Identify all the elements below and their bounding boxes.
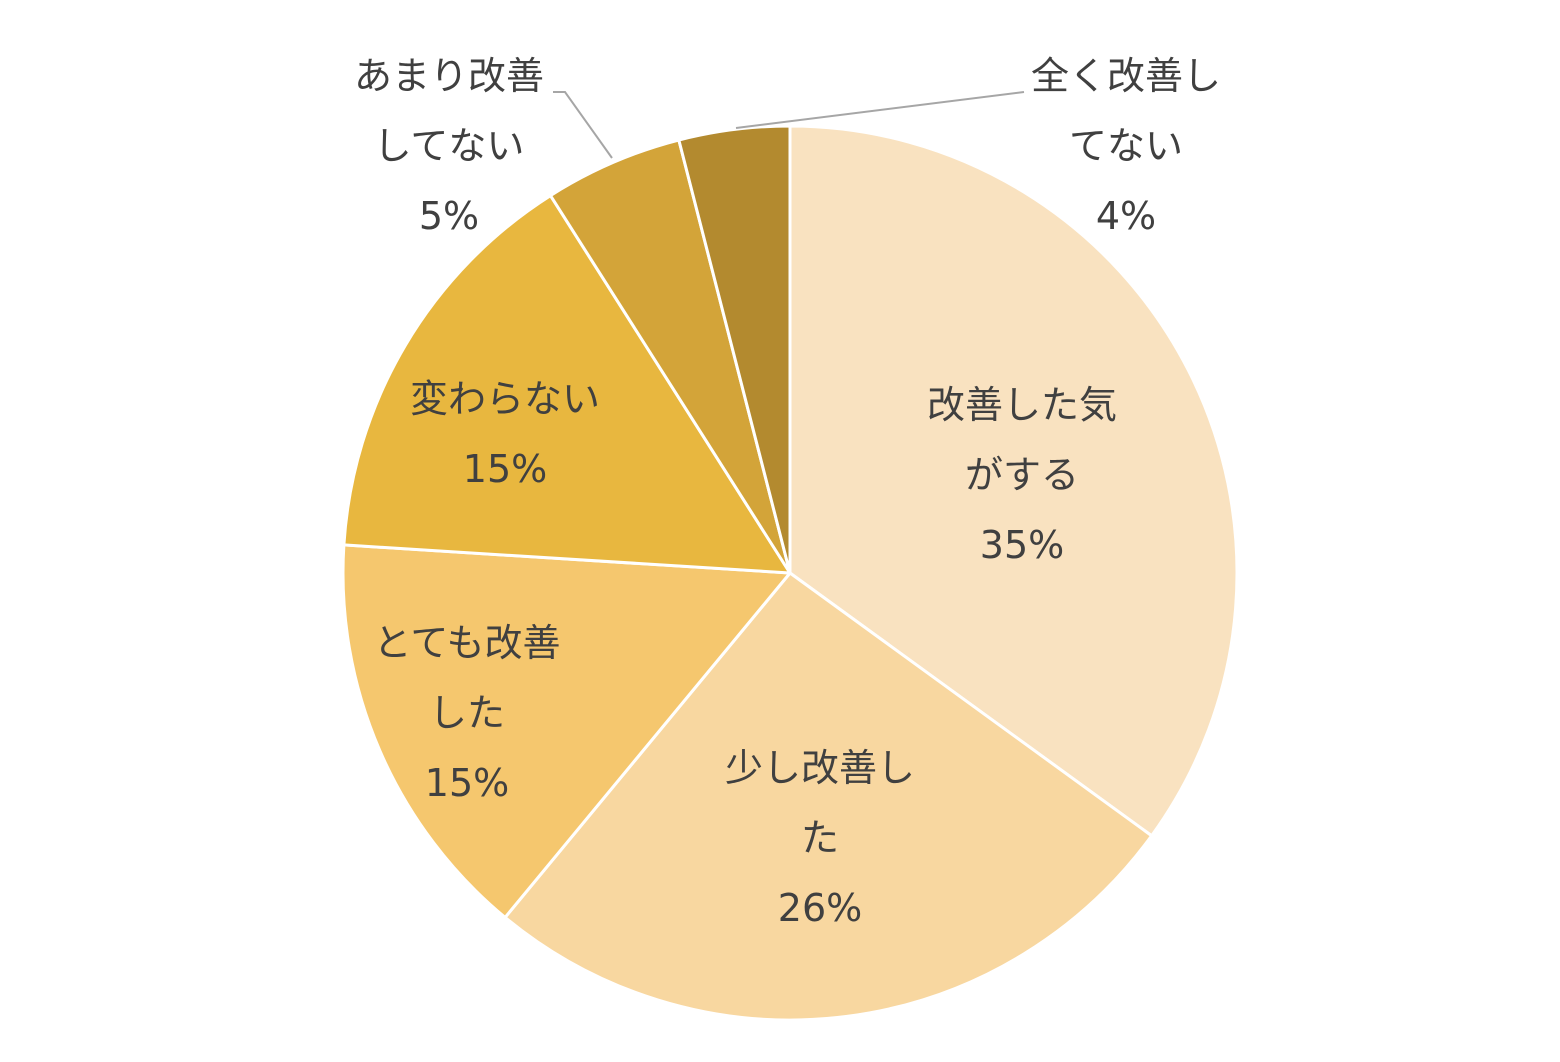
pie-slices xyxy=(341,124,1239,1022)
slice-category-label: 変わらない xyxy=(410,377,600,421)
pie-slice xyxy=(342,194,792,575)
slice-percent-label: 15% xyxy=(463,447,547,491)
slice-percent-label: 26% xyxy=(778,886,862,930)
slice-category-label: 全く改善し xyxy=(1031,54,1221,98)
pie-slice xyxy=(788,124,1239,838)
slice-category-label: あまり改善 xyxy=(354,54,544,98)
slice-category-label: 少し改善し xyxy=(725,746,915,790)
slice-category-label: てない xyxy=(1069,124,1183,168)
pie-slice xyxy=(503,571,1154,1022)
leader-line xyxy=(553,91,613,159)
slice-percent-label: 15% xyxy=(425,761,509,805)
leader-line xyxy=(735,91,1025,129)
slice-category-label: した xyxy=(429,691,505,735)
slice-percent-label: 35% xyxy=(980,523,1064,567)
slice-category-label: 改善した気 xyxy=(927,383,1117,427)
leader-lines xyxy=(553,91,1025,159)
pie-slice xyxy=(341,543,792,919)
pie-slice xyxy=(677,124,792,575)
slice-category-label: してない xyxy=(374,124,525,168)
slice-category-label: とても改善 xyxy=(374,621,561,665)
slice-percent-label: 4% xyxy=(1096,194,1156,238)
slice-category-label: がする xyxy=(965,453,1079,497)
slice-category-label: た xyxy=(801,816,839,860)
slice-percent-label: 5% xyxy=(419,194,479,238)
